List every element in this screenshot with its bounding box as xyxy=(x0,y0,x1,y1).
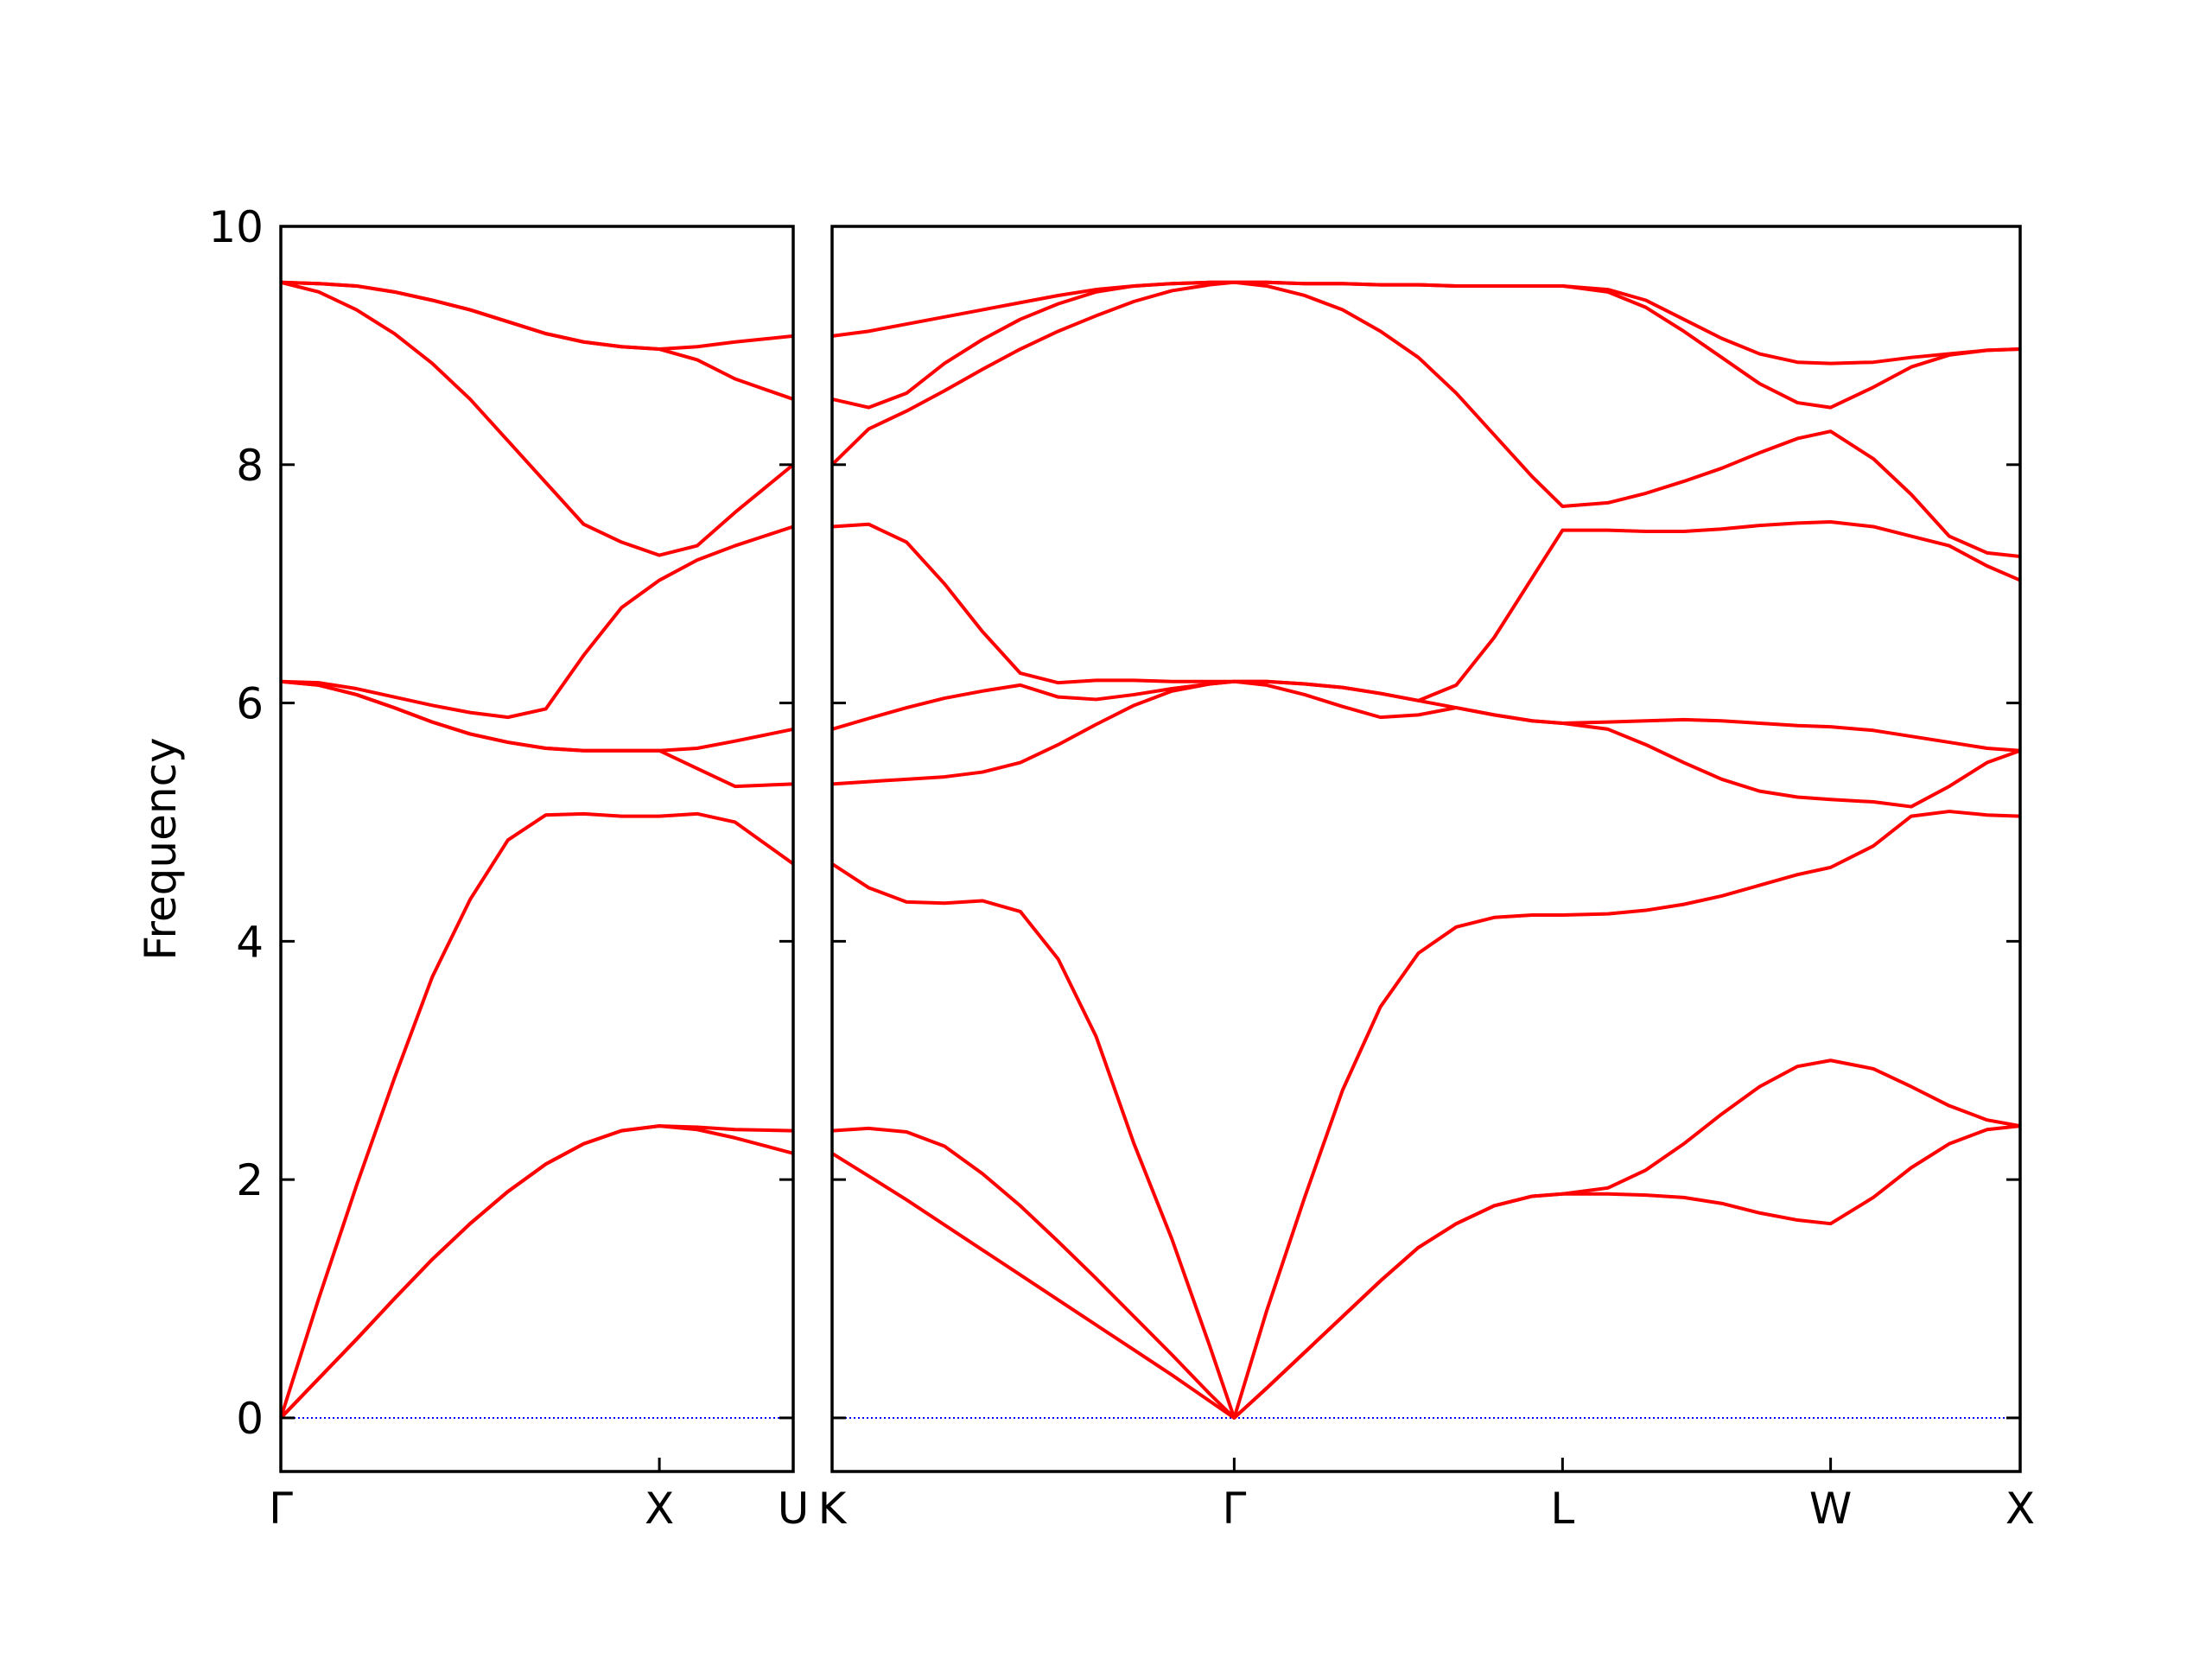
y-tick-label: 2 xyxy=(236,1155,264,1205)
band-line xyxy=(830,1124,2021,1420)
x-tick-label: X xyxy=(645,1484,674,1534)
axes-frame xyxy=(279,225,795,1473)
y-axis-label: Frequency xyxy=(136,737,186,960)
band-line xyxy=(831,280,2021,365)
y-tick-label: 8 xyxy=(236,441,264,491)
band-line xyxy=(831,519,2021,702)
y-tick-label: 10 xyxy=(208,202,264,252)
band-line xyxy=(280,280,795,557)
axes-frame xyxy=(830,225,2022,1473)
y-tick-label: 4 xyxy=(236,917,264,967)
x-tick-label: U xyxy=(778,1484,810,1534)
y-tick-label: 0 xyxy=(236,1394,264,1444)
y-tick-label: 6 xyxy=(236,679,264,729)
band-line xyxy=(831,679,2021,809)
x-tick-label: W xyxy=(1809,1484,1852,1534)
band-line xyxy=(831,679,2021,753)
band-line xyxy=(280,679,794,753)
x-tick-label: K xyxy=(818,1484,848,1534)
x-tick-label: L xyxy=(1550,1484,1574,1534)
band-line xyxy=(280,679,794,789)
band-line xyxy=(280,524,794,720)
band-line xyxy=(831,1058,2021,1420)
band-line xyxy=(279,811,795,1419)
band-line xyxy=(279,1124,794,1420)
band-line xyxy=(831,280,2021,410)
x-tick-label: X xyxy=(2005,1484,2035,1534)
band-line xyxy=(280,280,794,401)
band-line xyxy=(830,280,2021,558)
band-line xyxy=(280,280,794,352)
x-tick-label: Γ xyxy=(269,1484,293,1534)
band-line xyxy=(830,810,2021,1420)
x-tick-label: Γ xyxy=(1222,1484,1246,1534)
